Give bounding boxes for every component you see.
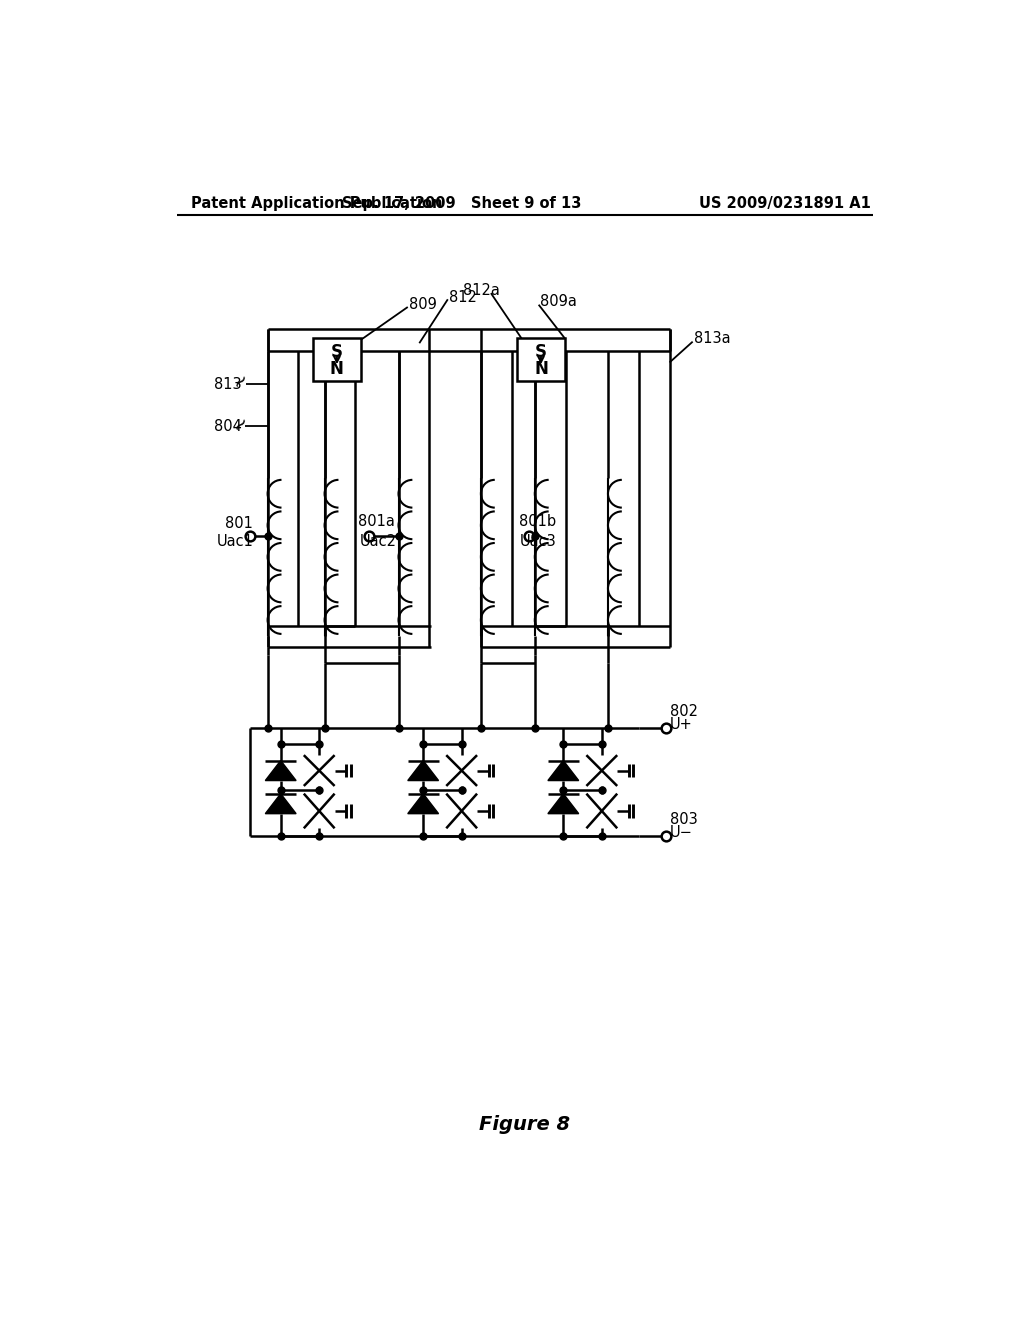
Text: 812: 812 xyxy=(450,289,477,305)
Text: 803: 803 xyxy=(670,812,697,826)
Text: S: S xyxy=(331,343,343,360)
Text: ~: ~ xyxy=(228,368,253,393)
Text: US 2009/0231891 A1: US 2009/0231891 A1 xyxy=(699,195,871,211)
Text: Uac2: Uac2 xyxy=(360,533,397,549)
Polygon shape xyxy=(408,793,438,813)
Polygon shape xyxy=(548,793,579,813)
Text: 804: 804 xyxy=(214,418,242,434)
Bar xyxy=(517,338,565,381)
Bar xyxy=(313,338,360,381)
Text: ~: ~ xyxy=(228,411,253,436)
Text: 809a: 809a xyxy=(541,294,578,309)
Text: 813: 813 xyxy=(214,376,242,392)
Text: 801: 801 xyxy=(224,516,252,531)
Text: 801b: 801b xyxy=(519,515,556,529)
Text: Sep. 17, 2009   Sheet 9 of 13: Sep. 17, 2009 Sheet 9 of 13 xyxy=(342,195,582,211)
Polygon shape xyxy=(265,793,296,813)
Text: 809: 809 xyxy=(410,297,437,313)
Text: U+: U+ xyxy=(670,717,692,731)
Polygon shape xyxy=(265,760,296,780)
Text: N: N xyxy=(535,359,548,378)
Text: N: N xyxy=(330,359,344,378)
Text: 802: 802 xyxy=(670,704,697,719)
Text: 801a: 801a xyxy=(357,515,394,529)
Polygon shape xyxy=(408,760,438,780)
Text: Uac1: Uac1 xyxy=(217,533,254,549)
Text: Uac3: Uac3 xyxy=(519,533,556,549)
Text: U−: U− xyxy=(670,825,692,840)
Polygon shape xyxy=(548,760,579,780)
Text: Figure 8: Figure 8 xyxy=(479,1115,570,1134)
Text: S: S xyxy=(535,343,547,360)
Text: Patent Application Publication: Patent Application Publication xyxy=(190,195,442,211)
Text: 813a: 813a xyxy=(694,331,731,346)
Text: 812a: 812a xyxy=(463,282,500,297)
